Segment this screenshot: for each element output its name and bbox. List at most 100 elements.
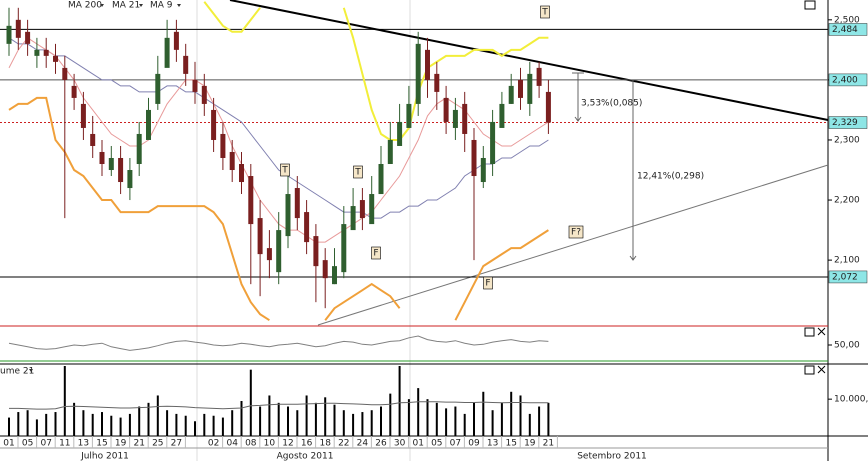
volume-bar	[249, 369, 252, 436]
trend-line	[229, 0, 829, 121]
volume-bar	[342, 410, 345, 436]
volume-bar	[547, 402, 550, 436]
volume-bar	[519, 395, 522, 436]
x-tick-label: 01	[3, 439, 14, 449]
candle-body	[545, 91, 551, 123]
candle-body	[490, 121, 496, 165]
window-button[interactable]	[804, 365, 815, 375]
line-series	[8, 335, 549, 351]
volume-bar	[82, 410, 85, 436]
candle-body	[527, 73, 533, 104]
x-tick-label: 27	[171, 439, 182, 449]
candle-body	[536, 67, 542, 86]
candle-body	[322, 260, 328, 279]
volume-bar	[119, 417, 122, 436]
candle-body	[80, 103, 86, 128]
candle-body	[285, 194, 291, 237]
candle-body	[369, 194, 375, 225]
volume-bar	[212, 415, 215, 436]
volume-bar	[63, 366, 66, 436]
annotation: F?	[571, 228, 581, 238]
level-label: 2,072	[832, 272, 858, 282]
window-button[interactable]	[804, 0, 816, 10]
candle-body	[350, 206, 356, 231]
x-tick-label: 24	[357, 439, 369, 449]
dropdown-arrow[interactable]	[139, 4, 143, 7]
x-tick-label: 10	[264, 439, 276, 449]
candle-body	[462, 103, 468, 134]
candle-body	[341, 224, 347, 273]
volume-bar	[296, 410, 299, 436]
x-tick-label: 21	[133, 439, 144, 449]
candle-body	[499, 103, 505, 128]
volume-bar	[138, 406, 141, 436]
x-tick-label: 13	[78, 439, 89, 449]
candle-body	[220, 133, 226, 158]
annotation-box	[483, 276, 493, 290]
x-tick-label: 09	[468, 439, 480, 449]
volume-bar	[194, 421, 196, 436]
annotation: F	[373, 249, 378, 259]
volume-bar	[352, 413, 355, 436]
x-tick-label: 04	[226, 439, 238, 449]
level-label: 2,329	[832, 118, 858, 128]
window-button[interactable]	[804, 327, 815, 337]
volume-bar	[221, 417, 224, 436]
volume-bar	[156, 395, 159, 436]
candle-body	[443, 97, 449, 122]
volume-bar	[26, 410, 29, 436]
candle-body	[62, 67, 68, 80]
annotation: F	[485, 279, 490, 289]
candle-body	[359, 200, 365, 219]
volume-bar	[110, 415, 113, 436]
dropdown-arrow[interactable]	[177, 4, 181, 7]
volume-bar	[389, 393, 392, 436]
annotation-box	[280, 163, 290, 177]
volume-bar	[324, 397, 327, 436]
annotation: T	[541, 8, 548, 18]
measure-label: 12,41%(0,298)	[637, 172, 704, 182]
close-button[interactable]	[817, 327, 826, 336]
volume-bar	[268, 395, 271, 436]
measure-label: 3,53%(0,085)	[581, 99, 642, 109]
dropdown-arrow[interactable]	[100, 4, 104, 7]
annotation-box	[353, 165, 363, 179]
volume-bar	[147, 402, 150, 436]
candle-body	[480, 157, 486, 183]
close-button[interactable]	[817, 365, 826, 374]
volume-bar	[17, 412, 20, 436]
volume-bar	[491, 410, 494, 436]
volume-bar	[128, 413, 131, 436]
candle-body	[471, 139, 477, 177]
candle-body	[108, 157, 114, 171]
candle-body	[425, 49, 430, 80]
dropdown-arrow[interactable]	[29, 369, 33, 372]
volume-bar	[361, 412, 364, 436]
volume-bar	[398, 366, 401, 436]
volume-bar	[287, 406, 289, 436]
volume-bar	[73, 402, 76, 436]
annotation-box	[540, 5, 550, 19]
y-tick-label: 2,300	[834, 135, 860, 145]
candle-body	[434, 73, 440, 92]
volume-bar	[314, 402, 317, 436]
legend-label: MA 21	[112, 1, 140, 11]
volume-bar	[184, 415, 187, 436]
x-tick-label: 15	[96, 439, 107, 449]
x-tick-label: 13	[487, 439, 498, 449]
candle-body	[397, 121, 403, 146]
volume-bar	[45, 413, 48, 436]
candle-body	[25, 31, 31, 44]
candle-body	[332, 266, 337, 285]
level-tag	[828, 23, 868, 36]
measure-arrow	[629, 255, 637, 261]
volume-bar	[473, 402, 475, 436]
candle-body	[99, 151, 105, 165]
volume-bar	[166, 410, 169, 436]
x-tick-label: 11	[59, 439, 70, 449]
volume-bar	[380, 406, 382, 436]
candle-body	[192, 79, 198, 92]
